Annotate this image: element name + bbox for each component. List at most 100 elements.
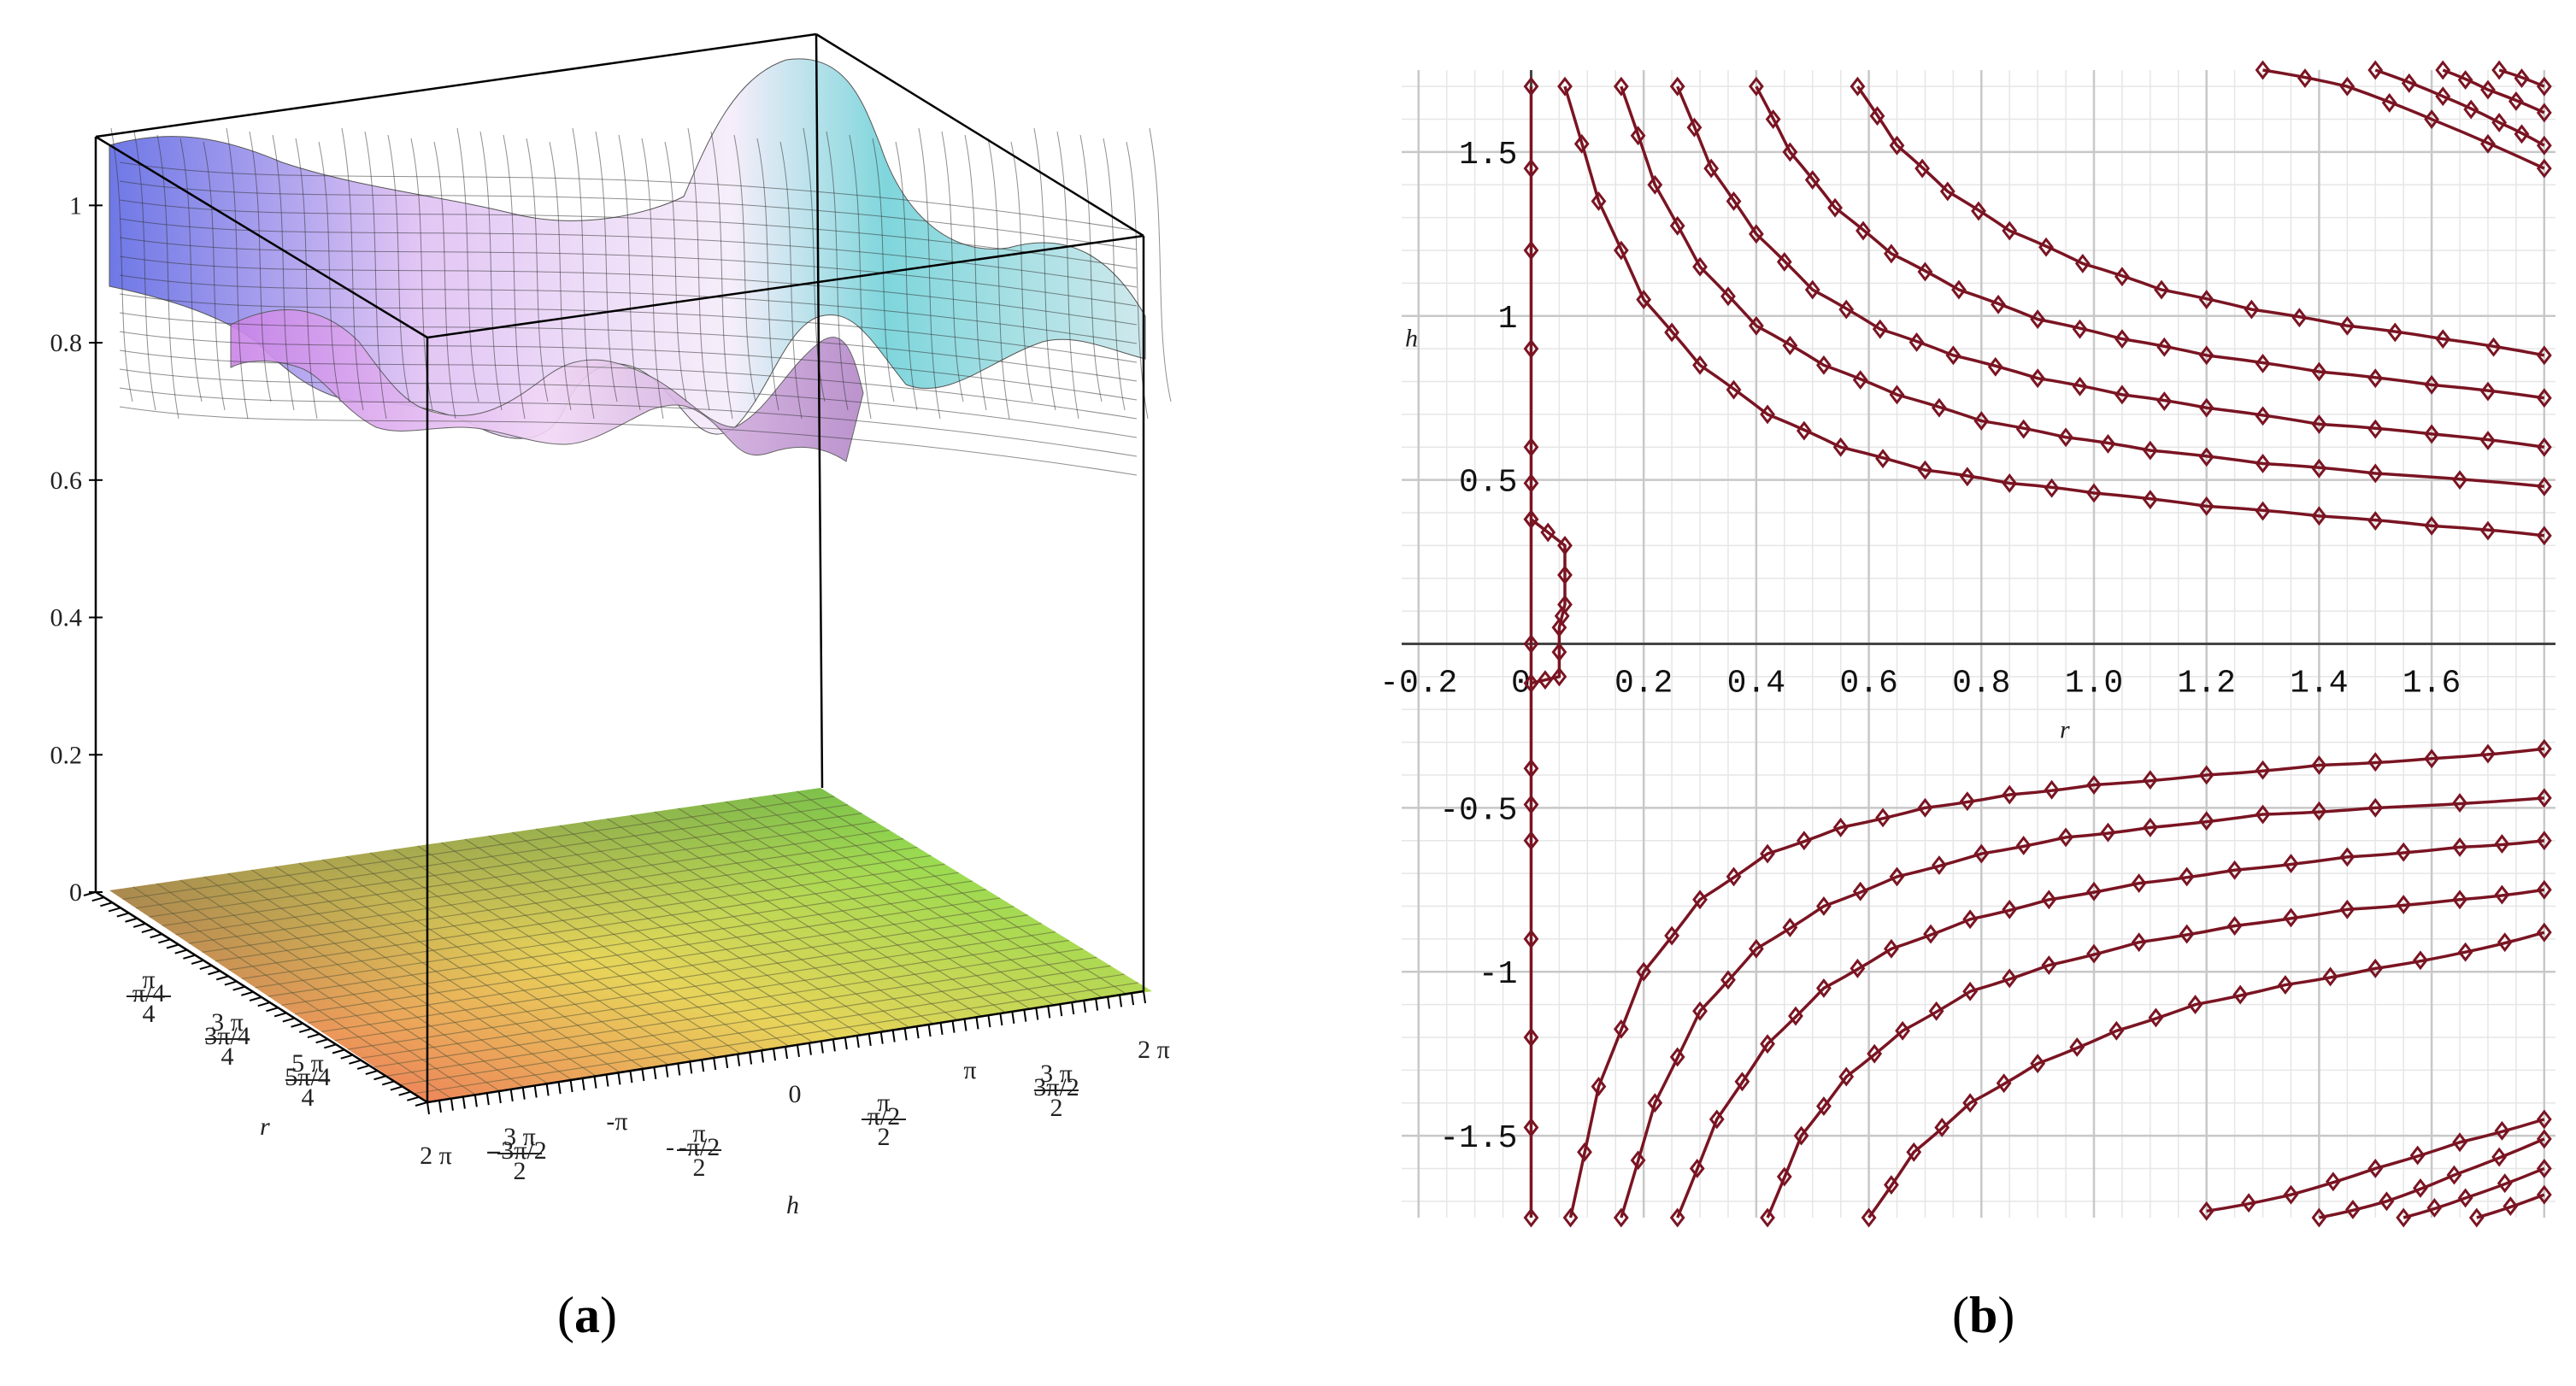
x-tick-label: 0.6 xyxy=(1839,666,1897,702)
data-point-marker xyxy=(1577,1142,1592,1162)
data-point-marker xyxy=(2339,899,2355,919)
data-point-marker xyxy=(2367,511,2384,531)
data-point-marker xyxy=(1523,473,1539,493)
r-tick-mark xyxy=(158,938,171,944)
x-tick-label: 0 xyxy=(1511,666,1531,702)
data-point-marker xyxy=(1669,215,1685,236)
base-grid-line xyxy=(162,821,876,926)
data-point-marker xyxy=(1748,315,1764,336)
data-point-marker xyxy=(1815,355,1832,375)
data-point-marker xyxy=(1523,437,1539,457)
h-tick-mark xyxy=(856,1035,860,1048)
surface-mesh-line xyxy=(503,134,526,420)
y-axis-label-h: h xyxy=(1405,325,1418,353)
h-tick-label-den: 2 xyxy=(878,1123,891,1151)
x-tick-label: 0.4 xyxy=(1727,666,1785,702)
r-tick-label-num: 3 π xyxy=(211,1008,244,1037)
surface-mesh-line xyxy=(1056,131,1079,420)
data-point-marker xyxy=(2198,1201,2214,1221)
data-point-marker xyxy=(2446,1165,2462,1185)
data-point-marker xyxy=(2291,308,2308,328)
r-tick-label-text: π/4 xyxy=(132,979,165,1007)
data-point-marker xyxy=(2508,91,2524,111)
data-point-marker xyxy=(2452,1132,2467,1153)
data-point-marker xyxy=(2396,1207,2412,1228)
data-point-marker xyxy=(2491,112,2508,132)
h-tick-mark xyxy=(665,1065,669,1078)
surface-mesh-line xyxy=(156,134,179,420)
data-point-marker xyxy=(1748,938,1764,959)
data-point-marker xyxy=(1889,135,1905,156)
data-point-marker xyxy=(1804,279,1820,300)
series-upper-c5 xyxy=(1850,76,2552,366)
series-lower-right2 xyxy=(2311,1129,2552,1228)
r-tick-label-num: π xyxy=(142,966,155,994)
base-plane-grid xyxy=(122,790,1138,1100)
data-point-marker xyxy=(2536,103,2552,123)
r-tick-mark xyxy=(365,1070,379,1076)
r-tick-mark xyxy=(215,975,229,981)
data-point-marker xyxy=(2030,368,2046,389)
h-tick-mark xyxy=(462,1096,466,1109)
data-point-marker xyxy=(2131,932,2147,953)
h-tick-mark xyxy=(808,1042,812,1055)
data-point-marker xyxy=(2536,388,2552,408)
r-tick-label: 2 π xyxy=(420,1142,452,1170)
surface-mesh-line xyxy=(918,127,941,420)
h-tick-mark xyxy=(426,1101,430,1115)
data-point-marker xyxy=(2480,79,2496,100)
data-point-marker xyxy=(2311,1207,2327,1228)
data-point-marker xyxy=(1591,191,1607,211)
h-tick-mark xyxy=(557,1082,562,1095)
data-point-marker xyxy=(2367,752,2384,772)
data-point-marker xyxy=(2086,483,2102,503)
data-point-marker xyxy=(1664,925,1680,946)
surface-mesh-line xyxy=(226,127,249,420)
y-tick-label: -0.5 xyxy=(1439,792,1517,829)
r-tick-mark xyxy=(273,1012,287,1018)
data-point-marker xyxy=(1796,831,1812,851)
h-tick-mark xyxy=(641,1068,645,1082)
data-point-marker xyxy=(2536,879,2552,900)
h-tick-mark xyxy=(1095,998,1099,1011)
h-tick-label-den: 2 xyxy=(1050,1094,1063,1122)
data-point-marker xyxy=(1867,1043,1883,1064)
data-point-marker xyxy=(1889,385,1905,405)
data-point-marker xyxy=(1551,642,1567,662)
data-point-marker xyxy=(1748,224,1764,244)
data-point-marker xyxy=(2424,424,2440,444)
data-point-marker xyxy=(2226,916,2243,936)
r-tick-mark xyxy=(125,917,138,923)
r-tick-mark xyxy=(266,1007,279,1013)
data-point-marker xyxy=(1852,370,1868,391)
data-point-marker xyxy=(2311,801,2327,821)
data-point-marker xyxy=(1923,924,1938,944)
h-tick-mark xyxy=(999,1013,1003,1026)
base-grid-line xyxy=(361,948,1084,1059)
surface-mesh-line xyxy=(1010,141,1033,402)
data-point-marker xyxy=(2074,253,2091,273)
data-point-marker xyxy=(2480,381,2496,402)
data-point-marker xyxy=(1832,437,1849,457)
data-point-marker xyxy=(2283,854,2299,874)
data-point-marker xyxy=(2494,884,2510,905)
h-tick-mark xyxy=(605,1074,609,1087)
data-point-marker xyxy=(1788,1006,1803,1026)
r-tick-label-den: 4 xyxy=(143,1000,156,1028)
data-point-marker xyxy=(2491,60,2508,80)
data-point-marker xyxy=(1562,1207,1579,1228)
data-point-marker xyxy=(1726,379,1742,400)
h-tick-label: π xyxy=(963,1056,976,1084)
z-tick-label: 0.2 xyxy=(50,741,83,769)
data-point-marker xyxy=(1776,1166,1792,1187)
h-tick-mark xyxy=(761,1050,765,1063)
surface-mesh-line xyxy=(687,127,710,411)
surface-mesh-line xyxy=(119,255,1138,326)
surface-mesh-line xyxy=(964,134,987,411)
h-tick-label-den: 2 xyxy=(693,1154,706,1182)
series-line xyxy=(2442,68,2545,115)
h-tick-label-den: 2 xyxy=(514,1157,526,1185)
surface-mesh-line xyxy=(133,131,156,411)
data-point-marker xyxy=(1908,332,1925,352)
x-tick-label: 1.2 xyxy=(2177,666,2235,702)
